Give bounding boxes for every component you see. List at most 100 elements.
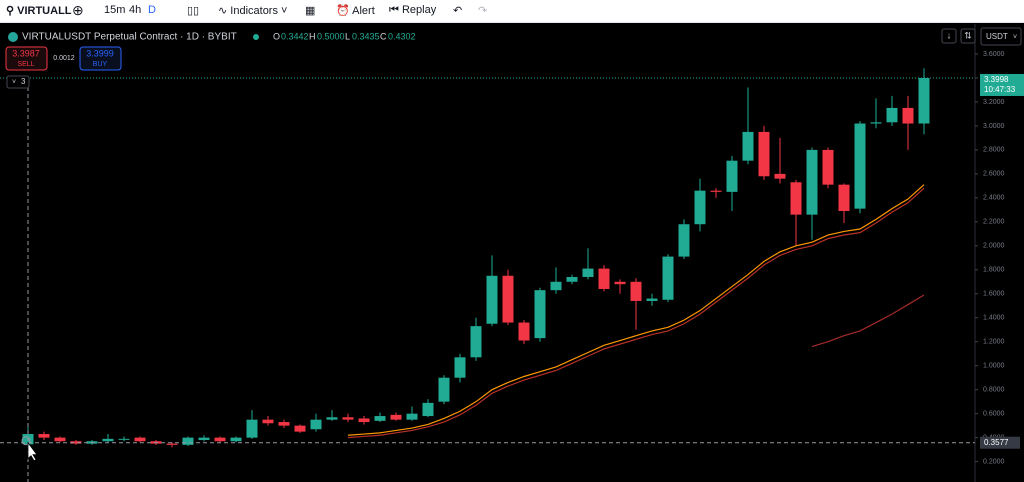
currency-select[interactable]: ↓ ⇅ USDT ˅ <box>941 27 1022 46</box>
ohlc-value: 0.3435 <box>352 31 380 41</box>
ohlc-label: L <box>345 31 350 41</box>
candle-body <box>134 437 146 442</box>
mouse-cursor <box>27 441 38 462</box>
ohlc-label: O <box>273 31 280 41</box>
y-tick-label: 0.6000 <box>983 411 1005 418</box>
y-tick-label: 1.8000 <box>983 267 1005 274</box>
candle-body <box>662 256 674 300</box>
candle-body <box>310 419 322 430</box>
candle-body <box>502 275 514 323</box>
label: Alert <box>352 5 375 17</box>
y-tick-label: 3.0000 <box>983 123 1005 130</box>
indicators-button[interactable]: ∿ Indicators ˅ <box>218 5 288 17</box>
chart-type[interactable]: ▯▯ <box>187 5 200 17</box>
y-tick-label: 2.0000 <box>983 243 1005 250</box>
countdown-label: 10:47:33 <box>984 85 1016 94</box>
add-symbol[interactable]: ⊕ <box>72 2 84 18</box>
svg-text:˅: ˅ <box>1013 34 1017 41</box>
crosshair-price-tag <box>980 436 1020 449</box>
interval[interactable]: 15m <box>104 4 126 16</box>
cursor-target <box>21 436 31 446</box>
chart-title: VIRTUALUSDT Perpetual Contract · 1D · BY… <box>22 32 237 43</box>
candle-body <box>790 182 802 215</box>
ohlc-label: H <box>309 31 316 41</box>
candle-body <box>118 438 130 440</box>
layouts[interactable]: ▦ <box>305 5 316 17</box>
moving-average <box>347 187 925 439</box>
candle-body <box>550 281 562 291</box>
candle-body <box>726 160 738 192</box>
y-tick-label: 3.6000 <box>983 51 1005 58</box>
candle-body <box>918 77 930 124</box>
candle-body <box>710 190 722 192</box>
candle-body <box>342 417 354 420</box>
buy-label: BUY <box>93 61 108 68</box>
candle-body <box>742 131 754 161</box>
y-tick-label: 1.4000 <box>983 315 1005 322</box>
buy-button[interactable]: 3.3999 BUY <box>79 46 122 71</box>
crosshair-price-label: 0.3577 <box>984 438 1009 447</box>
currency: USDT <box>986 32 1008 41</box>
candle-body <box>854 123 866 209</box>
candle-body <box>102 438 114 442</box>
candle-body <box>694 190 706 225</box>
ohlc-label: C <box>380 31 387 41</box>
y-tick-label: 2.8000 <box>983 147 1005 154</box>
candle-body <box>358 418 370 423</box>
candle-body <box>822 149 834 185</box>
y-tick-label: 0.2000 <box>983 458 1005 465</box>
candle-body <box>454 357 466 378</box>
candle-body <box>534 290 546 339</box>
undo[interactable]: ↶ <box>453 5 463 17</box>
candle-body <box>598 268 610 289</box>
candle-body <box>870 122 882 124</box>
candle-body <box>230 437 242 442</box>
candle-body <box>678 224 690 257</box>
ohlc-value: 0.5000 <box>317 31 345 41</box>
chart-background <box>0 24 1024 482</box>
label: Indicators <box>230 5 278 17</box>
svg-text:↓: ↓ <box>947 30 952 40</box>
interval[interactable]: 4h <box>129 4 142 16</box>
y-tick-label: 1.2000 <box>983 339 1005 346</box>
candle-body <box>566 276 578 282</box>
candle-body <box>182 437 194 445</box>
candle-body <box>838 184 850 212</box>
candle-body <box>70 441 82 444</box>
moving-average <box>347 184 925 436</box>
y-tick-label: 1.0000 <box>983 363 1005 370</box>
last-price-tag <box>980 73 1024 96</box>
toolbar: ⚲ VIRTUALL ⊕ 15m 4h D ▯▯ ∿ Indicators ˅ … <box>0 0 1024 23</box>
interval[interactable]: D <box>148 4 156 16</box>
label: Replay <box>401 4 437 16</box>
y-tick-label: 0.8000 <box>983 387 1005 394</box>
alert-button[interactable]: ⏰ Alert <box>336 5 375 17</box>
candle-body <box>54 437 66 442</box>
candle-body <box>262 419 274 424</box>
symbol-search[interactable]: ⚲ VIRTUALL <box>6 5 72 17</box>
ohlc-value: 0.4302 <box>388 31 416 41</box>
candle-body <box>438 377 450 402</box>
candle-body <box>246 419 258 438</box>
candle-body <box>374 416 386 421</box>
candle-body <box>806 149 818 215</box>
candle-body <box>278 422 290 426</box>
candle-body <box>214 437 226 442</box>
ohlc-value: 0.3442 <box>281 31 309 41</box>
sell-button[interactable]: 3.3987 SELL <box>5 46 48 71</box>
replay-button[interactable]: ⏮ Replay <box>389 4 437 16</box>
candle-body <box>326 417 338 420</box>
redo[interactable]: ↷ <box>478 5 488 17</box>
sell-price: 3.3987 <box>12 48 40 58</box>
candle-body <box>294 425 306 432</box>
collapse-button[interactable]: ˅ 3 <box>6 75 30 89</box>
spread: 0.0012 <box>53 55 75 62</box>
symbol-logo <box>8 32 18 42</box>
svg-text:˅: ˅ <box>12 79 16 86</box>
candle-body <box>166 443 178 445</box>
candle-body <box>470 326 482 358</box>
candle-body <box>614 281 626 285</box>
sell-label: SELL <box>17 61 34 68</box>
y-tick-label: 2.2000 <box>983 219 1005 226</box>
candle-body <box>630 281 642 301</box>
